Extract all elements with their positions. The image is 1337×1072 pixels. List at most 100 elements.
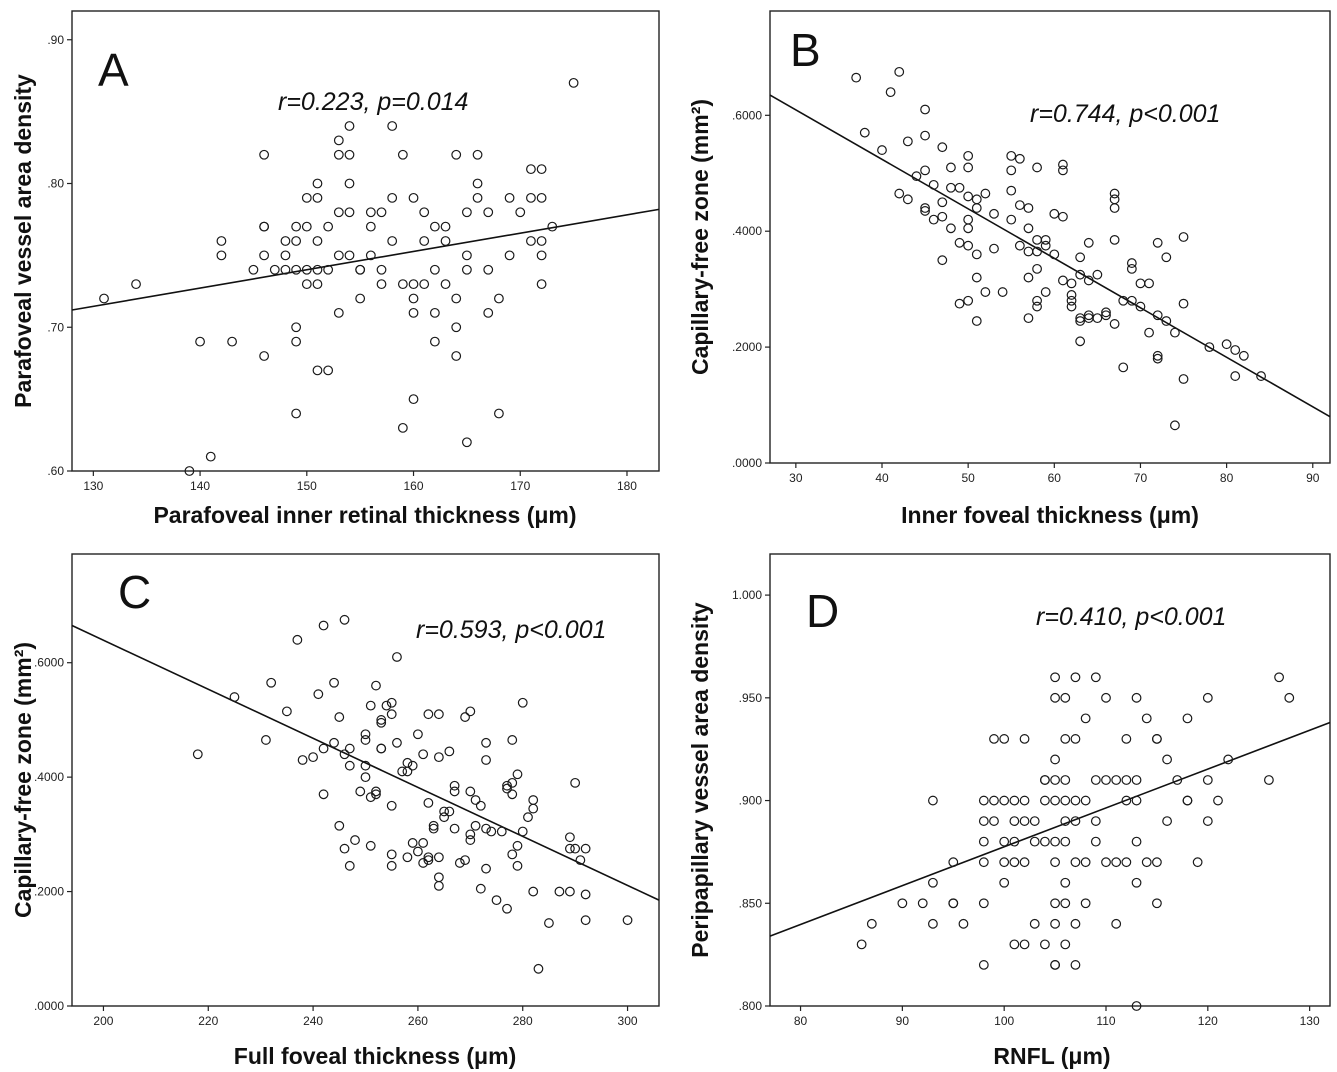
panel-a-marks: 130 140 150 160 170 180 .60 .70 .80 .90	[47, 33, 660, 493]
panel-c-data-point	[281, 706, 292, 717]
panel-b-data-point	[1161, 252, 1172, 263]
panel-d-data-point	[1131, 1001, 1142, 1011]
panel-d-data-point	[989, 816, 999, 826]
panel-d-fit-line	[769, 721, 1331, 937]
panel-a-data-point	[429, 221, 440, 232]
panel-b-x-tick-label: 70	[1134, 471, 1148, 485]
panel-a-x-axis-label: Parafoveal inner retinal thickness (μm)	[153, 502, 576, 528]
panel-c-data-point	[376, 717, 387, 728]
panel-d-data-point	[1152, 734, 1162, 744]
panel-c-data-point	[365, 700, 376, 711]
panel-d-data-point	[1060, 939, 1071, 950]
panel-b-data-point	[1118, 362, 1129, 373]
panel-d-data-point	[1264, 775, 1274, 785]
panel-c-data-point	[517, 697, 528, 708]
panel-a-data-point	[131, 279, 141, 290]
panel-b-data-point	[946, 162, 956, 173]
panel-c-data-point	[465, 706, 476, 717]
panel-b-data-point	[894, 188, 905, 199]
panel-c-x-tick-label: 280	[513, 1014, 533, 1028]
panel-d-data-point	[928, 795, 938, 806]
panel-c-x-tick-label: 200	[93, 1014, 113, 1028]
panel-a-data-point	[419, 279, 430, 290]
panel-a-data-point	[483, 264, 494, 275]
panel-a-data-point	[280, 236, 291, 246]
panel-d-data-point	[1040, 939, 1050, 950]
panel-a-data-point	[365, 250, 376, 261]
panel-d-data-point	[1070, 795, 1081, 806]
panel-c-data-point	[413, 846, 423, 857]
panel-a-data-point	[344, 250, 355, 261]
panel-c-data-point	[428, 820, 439, 831]
panel-a-data-point	[451, 351, 462, 361]
panel-c-data-point	[512, 840, 523, 851]
panel-d-data-point	[999, 877, 1010, 888]
panel-b-data-point	[928, 214, 939, 225]
panel-b-data-point	[1230, 345, 1241, 355]
panel-b-data-point	[937, 211, 948, 222]
panel-d-data-point	[1040, 836, 1050, 847]
panel-d-data-point	[1019, 795, 1030, 806]
panel-a-data-point	[536, 236, 547, 246]
panel-c-data-point	[192, 749, 203, 760]
panel-b-data-point	[885, 87, 896, 98]
panel-a-data-point	[472, 178, 483, 189]
panel-a-data-point	[461, 207, 472, 218]
panel-c-data-point	[481, 823, 491, 834]
panel-c-data-point	[502, 783, 512, 794]
panel-d-data-point	[1080, 795, 1091, 806]
panel-a-data-point	[419, 236, 430, 246]
panel-a-data-point	[408, 192, 419, 203]
panel-d-correlation: r=0.410, p<0.001	[1036, 603, 1226, 631]
panel-b-data-point	[937, 197, 948, 208]
panel-d-data-point	[1070, 960, 1081, 970]
panel-c-data-point	[502, 780, 512, 791]
panel-d-data-point	[1152, 898, 1162, 909]
panel-a-y-axis-label: Parafoveal vessel area density	[10, 74, 36, 408]
panel-b-data-point	[920, 165, 930, 176]
panel-a-data-point	[494, 293, 504, 304]
panel-c-data-point	[329, 677, 339, 688]
panel-c-data-point	[392, 652, 402, 662]
panel-c-data-point	[339, 614, 350, 625]
panel-d-data-point	[1162, 816, 1172, 826]
panel-b-data-point	[1006, 150, 1017, 161]
panel-c-marks: 200 220 240 260 280 300 .0000 .2000 .4000 .6000	[34, 614, 660, 1028]
panel-b-data-point	[920, 130, 930, 141]
panel-d-data-point	[1172, 775, 1183, 785]
panel-a-data-point	[355, 264, 366, 275]
panel-b-data-point	[954, 298, 965, 309]
panel-c-data-point	[512, 769, 523, 780]
panel-c-data-point	[444, 806, 455, 817]
panel-d-data-point	[1274, 672, 1284, 683]
panel-d-x-tick-label: 100	[994, 1014, 1014, 1028]
panel-b-data-point	[1178, 374, 1189, 384]
panel-b-correlation: r=0.744, p<0.001	[1030, 100, 1220, 128]
panel-b-data-point	[963, 223, 974, 234]
panel-a-data-point	[355, 293, 366, 304]
panel-d-data-point	[1060, 734, 1071, 744]
panel-c-data-point	[449, 780, 460, 791]
panel-a-data-point	[494, 408, 504, 419]
panel-c-data-point	[470, 820, 481, 831]
panel-a-data-point	[280, 250, 291, 261]
panel-a-data-point	[259, 149, 270, 160]
panel-c-data-point	[439, 812, 450, 823]
panel-d-data-point	[1111, 857, 1122, 868]
panel-c-data-point	[308, 752, 318, 763]
panel-b-data-point	[1178, 298, 1189, 309]
panel-a-data-point	[451, 293, 462, 304]
panel-c-data-point	[439, 806, 450, 817]
panel-b-data-point	[1006, 165, 1017, 176]
panel-b-y-tick-label: .6000	[732, 108, 762, 122]
panel-d-data-point	[1050, 672, 1060, 683]
panel-a-data-point	[461, 250, 472, 261]
panel-d-data-point	[1050, 898, 1060, 909]
panel-d-data-point	[1060, 795, 1071, 806]
panel-c-data-point	[512, 860, 523, 871]
panel-c-x-axis-label: Full foveal thickness (μm)	[234, 1043, 516, 1069]
panel-b-data-point	[954, 182, 965, 193]
panel-c-data-point	[397, 766, 408, 777]
panel-d-data-point	[1009, 857, 1020, 868]
